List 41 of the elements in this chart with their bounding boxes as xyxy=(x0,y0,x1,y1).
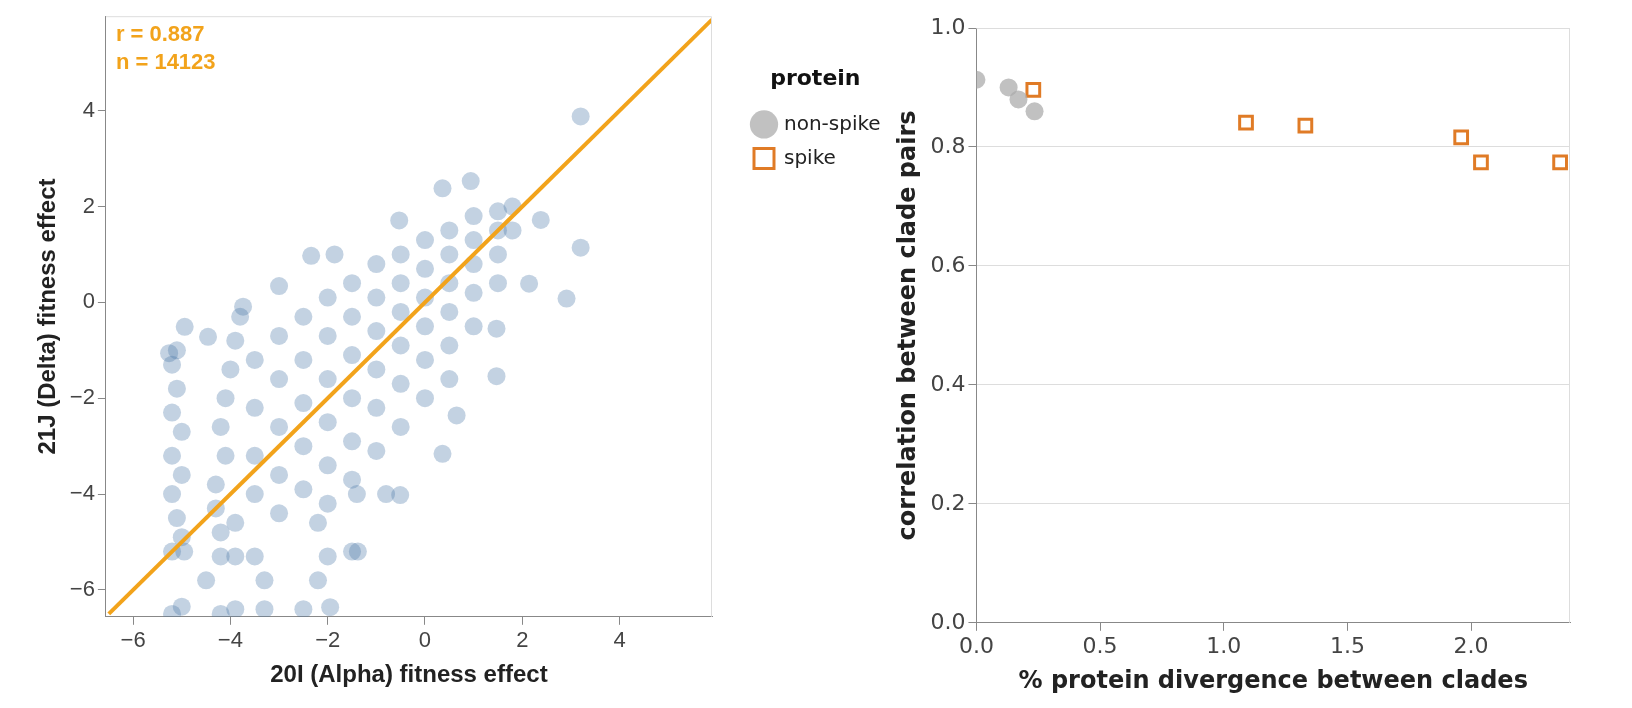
y-axis-title: 21J (Delta) fitness effect xyxy=(33,178,61,455)
x-tick-label: 2.0 xyxy=(1453,632,1489,658)
y-tick-label: −2 xyxy=(69,384,95,410)
x-tick-label: 0 xyxy=(418,627,432,653)
legend-label: non-spike xyxy=(784,110,881,135)
legend-title: protein xyxy=(770,64,861,90)
legend-label: spike xyxy=(784,144,836,169)
y-tick-label: 0.0 xyxy=(930,608,966,634)
x-tick-label: −6 xyxy=(120,627,146,653)
x-tick-label: 4 xyxy=(613,627,626,653)
point xyxy=(1009,90,1028,109)
y-tick-label: −4 xyxy=(69,480,95,506)
x-tick-label: −4 xyxy=(217,627,243,653)
y-tick-label: 2 xyxy=(82,192,95,218)
x-tick-label: −2 xyxy=(315,627,341,653)
x-tick-label: 2 xyxy=(516,627,529,653)
x-axis-title: 20I (Alpha) fitness effect xyxy=(270,660,548,688)
y-tick-label: 0.4 xyxy=(930,370,966,396)
x-tick-label: 1.5 xyxy=(1329,632,1365,658)
annotation: n = 14123 xyxy=(115,49,216,75)
point xyxy=(999,78,1018,97)
y-tick-label: 0.2 xyxy=(930,489,966,515)
y-tick-label: −6 xyxy=(69,576,95,602)
annotation: r = 0.887 xyxy=(115,21,205,47)
point xyxy=(1238,114,1254,131)
point xyxy=(1453,129,1470,146)
point xyxy=(1025,102,1044,121)
y-tick-label: 4 xyxy=(82,96,95,122)
point xyxy=(1473,154,1489,171)
x-axis-title: % protein divergence between clades xyxy=(1018,665,1528,694)
point xyxy=(1025,82,1042,98)
y-tick-label: 0.8 xyxy=(930,132,966,158)
x-tick-label: 0.5 xyxy=(1082,632,1118,658)
x-tick-label: 0.0 xyxy=(958,632,994,658)
y-axis-title: correlation between clade pairs xyxy=(893,110,922,541)
y-tick-label: 1.0 xyxy=(930,13,966,39)
point xyxy=(1297,117,1314,134)
point xyxy=(1552,154,1568,171)
y-tick-label: 0 xyxy=(82,288,95,314)
y-tick-label: 0.6 xyxy=(930,251,966,277)
x-tick-label: 1.0 xyxy=(1206,632,1242,658)
